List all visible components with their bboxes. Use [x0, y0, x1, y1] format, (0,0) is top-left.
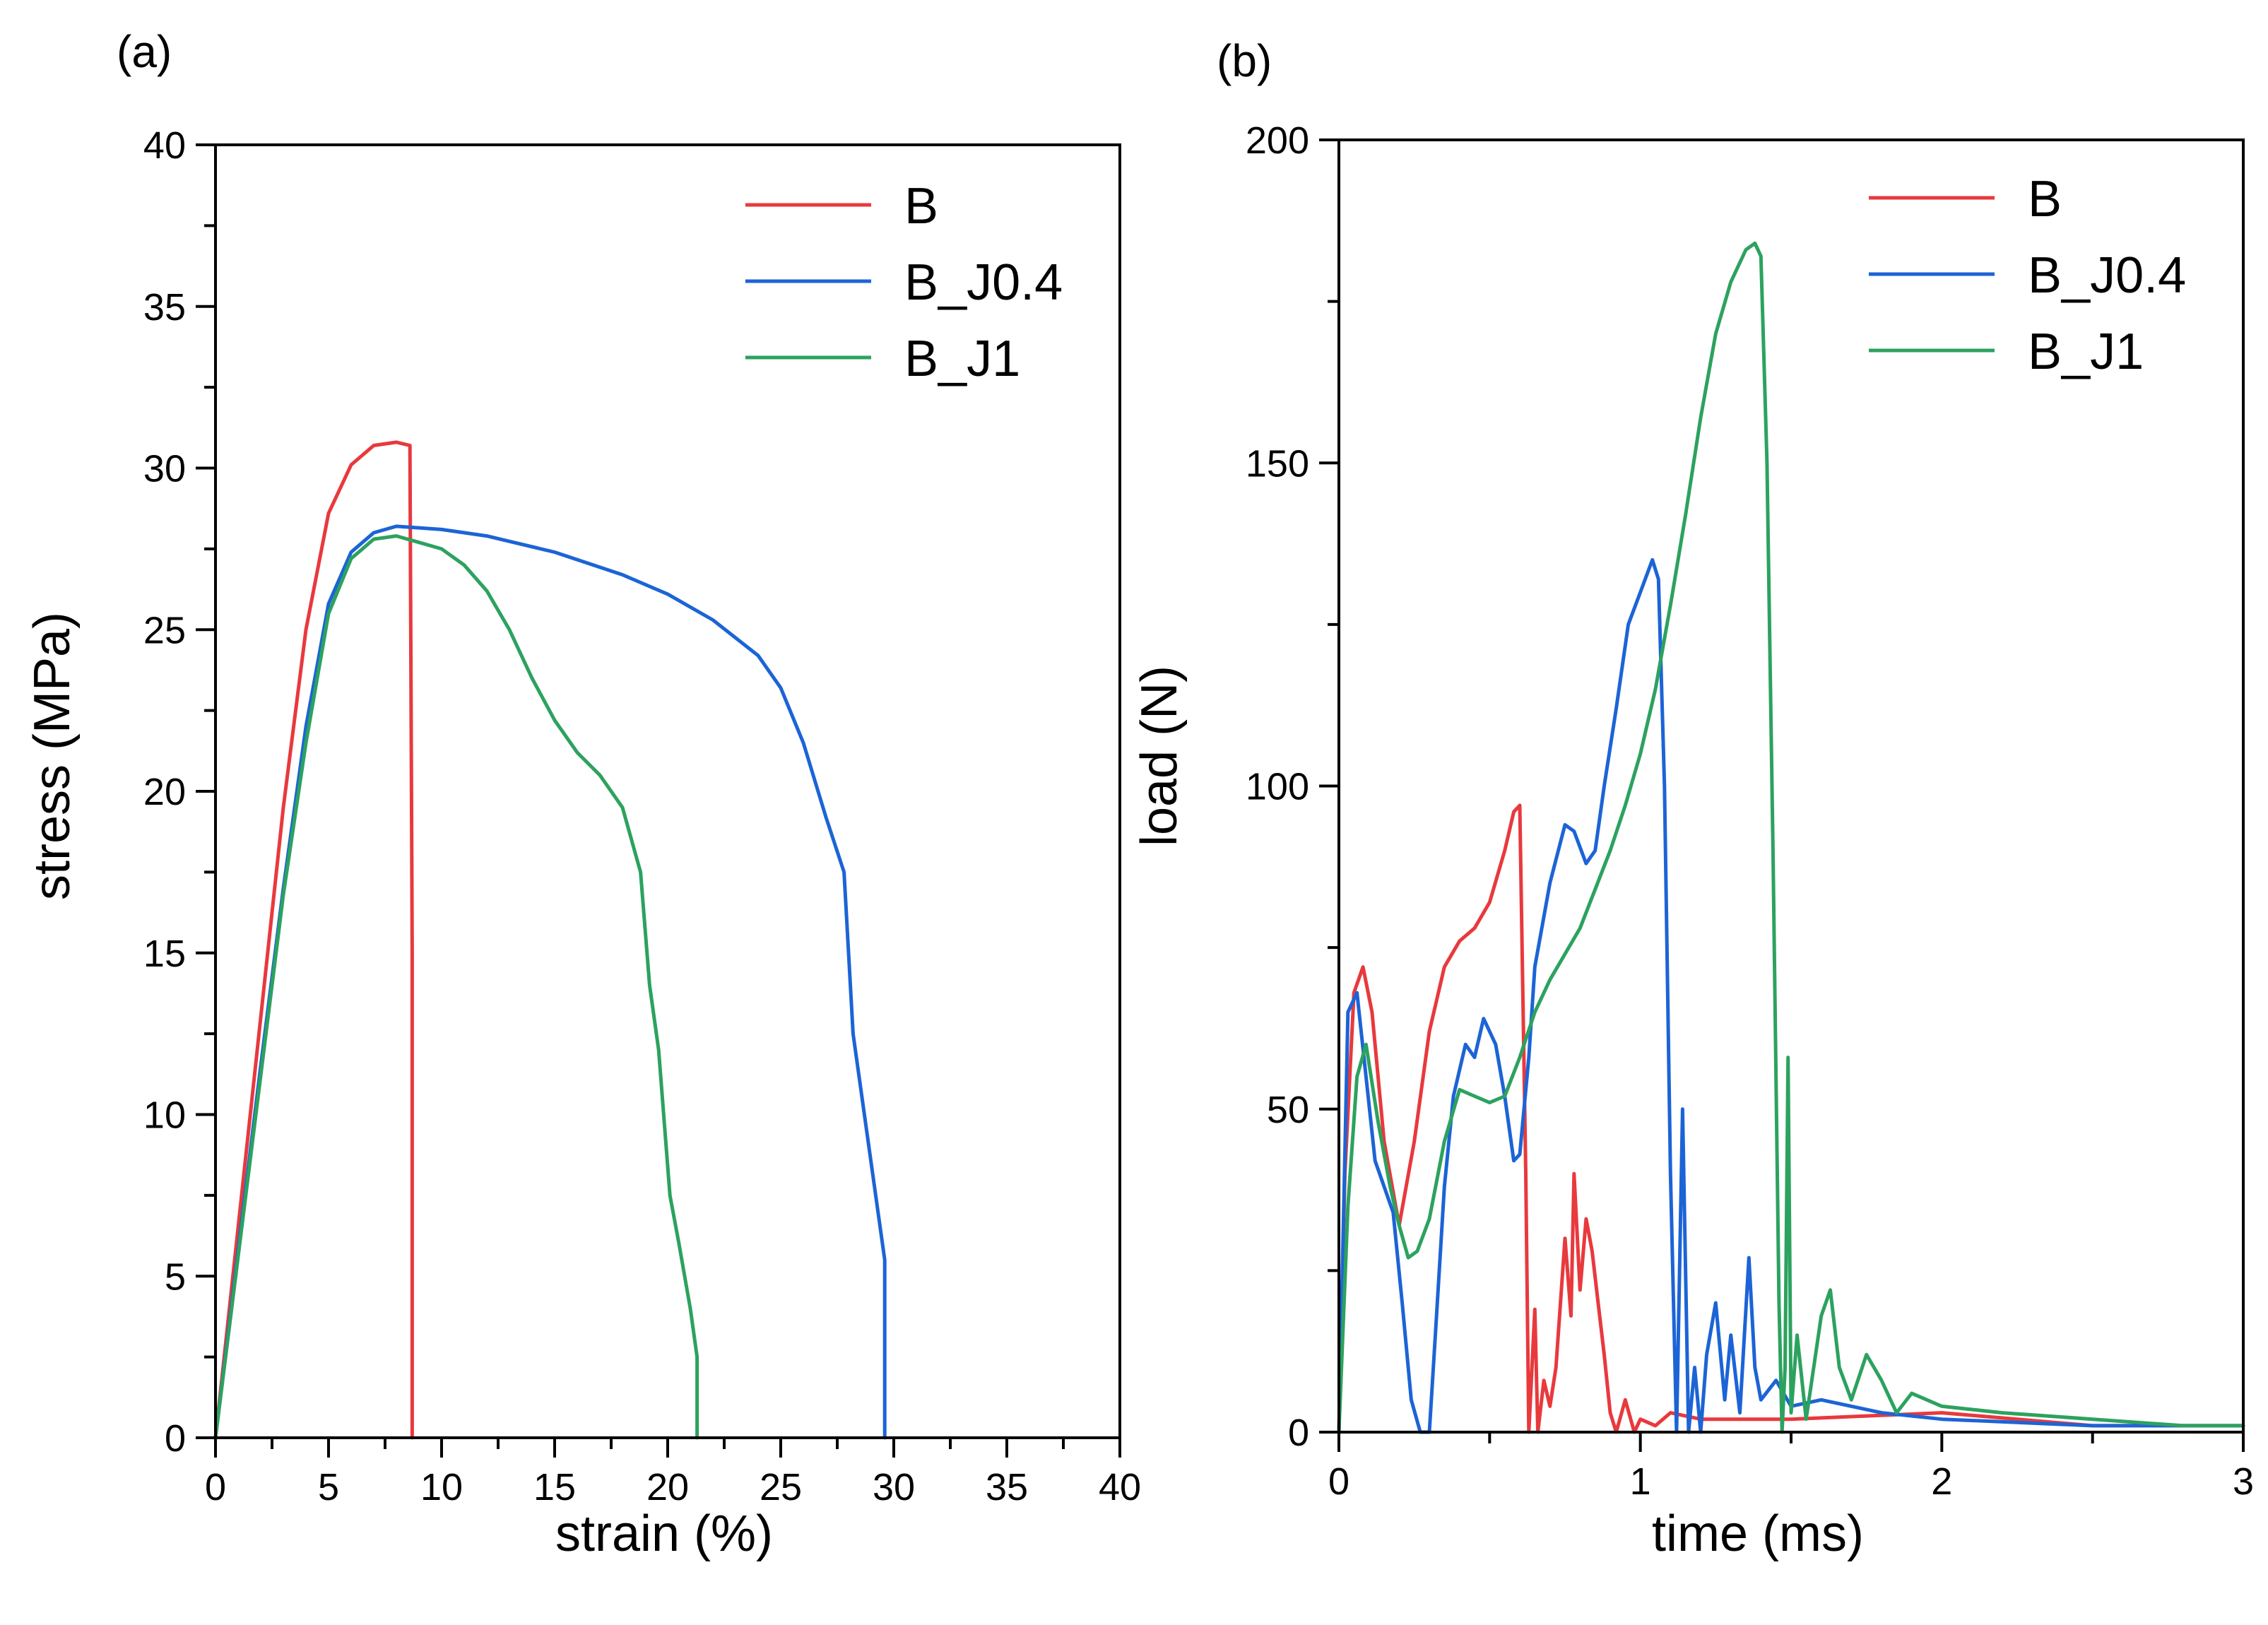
x-tick-label-a: 5	[318, 1466, 339, 1508]
legend-label-b-j0-4-a: B_J0.4	[904, 254, 1063, 311]
panel-b: (b) 0 1 2 3 0 50 100 150 200 B B_J0.4 B_J1 time (m…	[1131, 35, 2254, 1562]
x-tick-label-a: 0	[205, 1466, 226, 1508]
y-tick-label-a: 25	[143, 609, 186, 651]
x-tick-label-b: 0	[1328, 1460, 1349, 1503]
legend-label-b-j0-4-b: B_J0.4	[2028, 247, 2186, 304]
y-tick-label-b: 50	[1267, 1089, 1309, 1131]
panel-label-b: (b)	[1217, 35, 1272, 86]
panel-label-a: (a)	[117, 26, 172, 77]
x-tick-label-b: 2	[1931, 1460, 1952, 1503]
y-axis-title-a: stress (MPa)	[24, 612, 81, 900]
x-tick-label-a: 15	[533, 1466, 576, 1508]
x-axis-title-b: time (ms)	[1652, 1506, 1864, 1562]
y-tick-label-a: 15	[143, 933, 186, 975]
x-axis-title-a: strain (%)	[555, 1506, 773, 1562]
x-tick-label-a: 20	[646, 1466, 689, 1508]
x-tick-label-a: 25	[760, 1466, 802, 1508]
series-line-b-a	[213, 440, 414, 1440]
x-tick-label-a: 35	[986, 1466, 1028, 1508]
plot-area-b: 0 1 2 3 0 50 100 150 200	[1246, 119, 2254, 1503]
y-tick-label-a: 40	[143, 124, 186, 167]
y-tick-label-a: 30	[143, 448, 186, 490]
panel-a: (a) 0 5 10 15 20 25 30 35 40 0 5 10 15 20 25 30 35 40 B B_…	[24, 26, 1141, 1562]
y-tick-label-a: 10	[143, 1094, 186, 1137]
y-tick-label-b: 0	[1288, 1412, 1309, 1454]
series-line-b-j0-4-a	[213, 524, 887, 1440]
y-tick-label-a: 35	[143, 286, 186, 329]
x-tick-label-a: 10	[420, 1466, 463, 1508]
x-tick-label-b: 3	[2233, 1460, 2254, 1503]
y-axis-title-b: load (N)	[1131, 666, 1188, 846]
y-tick-label-b: 200	[1246, 119, 1309, 162]
series-line-b-b	[1337, 803, 2245, 1434]
x-tick-label-b: 1	[1630, 1460, 1651, 1503]
legend-label-b-a: B	[904, 178, 938, 235]
series-line-b-j1-b	[1337, 241, 2245, 1434]
y-tick-label-a: 5	[165, 1255, 186, 1298]
legend-label-b-j1-b: B_J1	[2028, 324, 2144, 380]
series-line-b-j1-a	[213, 534, 699, 1440]
x-tick-label-a: 40	[1099, 1466, 1141, 1508]
y-tick-label-a: 20	[143, 771, 186, 813]
legend-label-b-b: B	[2028, 171, 2062, 228]
y-tick-label-b: 100	[1246, 766, 1309, 808]
y-tick-label-b: 150	[1246, 442, 1309, 485]
x-tick-label-a: 30	[873, 1466, 915, 1508]
y-tick-label-a: 0	[165, 1417, 186, 1460]
plot-area-a: 0 5 10 15 20 25 30 35 40 0 5 10 15 20 25 30 35 40	[143, 124, 1141, 1508]
legend-a: B B_J0.4 B_J1	[745, 178, 1063, 387]
legend-b: B B_J0.4 B_J1	[1869, 171, 2186, 380]
legend-label-b-j1-a: B_J1	[904, 331, 1020, 387]
